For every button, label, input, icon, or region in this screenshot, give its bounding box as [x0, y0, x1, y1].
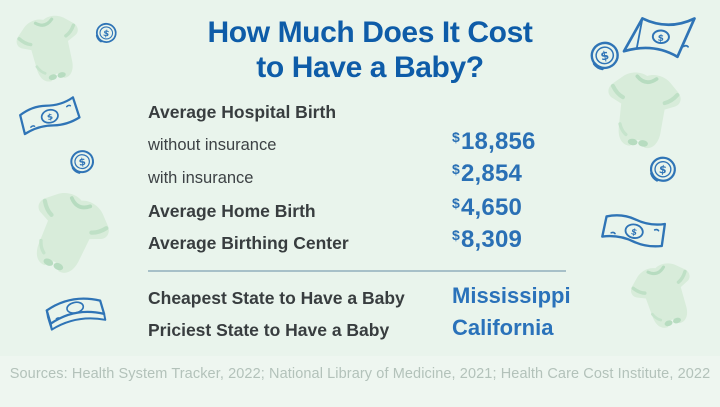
value-birthing-center: $8,309 — [452, 226, 522, 254]
bill-icon — [591, 197, 677, 268]
coin-icon — [640, 151, 683, 189]
onesie-icon — [9, 177, 123, 295]
amount: 8,309 — [461, 226, 523, 253]
coin-icon — [64, 145, 99, 180]
dollar-sign: $ — [452, 227, 460, 243]
page-title-line1: How Much Does It Cost — [207, 16, 533, 49]
money-stack-icon — [36, 284, 112, 343]
bill-icon — [9, 84, 91, 150]
label-priciest-state: Priciest State to Have a Baby — [148, 320, 390, 340]
page-title-line2: to Have a Baby? — [256, 51, 484, 84]
amount: 2,854 — [461, 160, 523, 187]
label-average-birthing-center: Average Birthing Center — [148, 233, 349, 253]
amount: 18,856 — [461, 128, 536, 155]
value-cheapest-state: Mississippi — [452, 283, 571, 308]
section-divider — [148, 270, 566, 272]
label-average-hospital-birth: Average Hospital Birth — [148, 102, 337, 122]
page-title: How Much Does It Cost to Have a Baby? — [110, 15, 630, 85]
onesie-icon — [621, 253, 710, 343]
footer-band — [0, 356, 720, 407]
label-with-insurance: with insurance — [148, 169, 254, 187]
label-average-home-birth: Average Home Birth — [148, 201, 316, 221]
label-cheapest-state: Cheapest State to Have a Baby — [148, 288, 405, 308]
label-without-insurance: without insurance — [148, 136, 277, 154]
value-with-insurance: $2,854 — [452, 160, 522, 188]
value-home-birth: $4,650 — [452, 194, 522, 222]
sources-text: Sources: Health System Tracker, 2022; Na… — [9, 366, 711, 382]
onesie-icon — [8, 7, 94, 96]
dollar-sign: $ — [452, 195, 460, 211]
dollar-sign: $ — [452, 161, 460, 177]
value-priciest-state: California — [452, 315, 554, 340]
value-without-insurance: $18,856 — [452, 128, 536, 156]
amount: 4,650 — [461, 194, 523, 221]
dollar-sign: $ — [452, 129, 460, 145]
